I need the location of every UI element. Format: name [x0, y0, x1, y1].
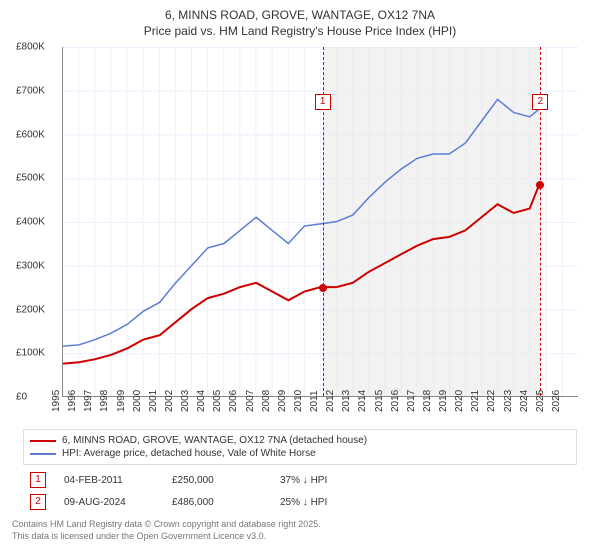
x-tick-label: 2026 [551, 390, 562, 412]
x-tick-label: 2009 [277, 390, 288, 412]
event-flag: 1 [315, 94, 331, 110]
event-price: £250,000 [172, 475, 262, 486]
x-tick-label: 1997 [83, 390, 94, 412]
x-tick-label: 2023 [502, 390, 513, 412]
x-tick-label: 1996 [67, 390, 78, 412]
event-row: 2 09-AUG-2024 £486,000 25% ↓ HPI [30, 491, 570, 513]
legend-box: 6, MINNS ROAD, GROVE, WANTAGE, OX12 7NA … [23, 429, 577, 465]
y-tick-label: £400K [16, 217, 45, 228]
event-flag-cell: 2 [30, 494, 46, 510]
sale-marker [319, 284, 327, 292]
legend-label: 6, MINNS ROAD, GROVE, WANTAGE, OX12 7NA … [62, 435, 367, 446]
x-tick-label: 1998 [99, 390, 110, 412]
legend-label: HPI: Average price, detached house, Vale… [62, 448, 316, 459]
x-tick-label: 2015 [373, 390, 384, 412]
x-tick-label: 1995 [51, 390, 62, 412]
legend-row: 6, MINNS ROAD, GROVE, WANTAGE, OX12 7NA … [30, 434, 570, 447]
x-tick-label: 2024 [519, 390, 530, 412]
title-line-2: Price paid vs. HM Land Registry's House … [12, 24, 588, 40]
footer-text: Contains HM Land Registry data © Crown c… [12, 519, 588, 542]
x-tick-label: 2002 [164, 390, 175, 412]
event-date: 09-AUG-2024 [64, 497, 154, 508]
sale-marker [536, 181, 544, 189]
x-tick-label: 2010 [293, 390, 304, 412]
x-tick-label: 2019 [438, 390, 449, 412]
event-price: £486,000 [172, 497, 262, 508]
plot-area: 12 [62, 47, 578, 397]
footer-line-1: Contains HM Land Registry data © Crown c… [12, 519, 588, 531]
series-price [63, 184, 539, 363]
legend-swatch [30, 440, 56, 442]
y-tick-label: £0 [16, 392, 27, 403]
x-tick-label: 2014 [357, 390, 368, 412]
footer-line-2: This data is licensed under the Open Gov… [12, 531, 588, 543]
figure-root: 6, MINNS ROAD, GROVE, WANTAGE, OX12 7NA … [0, 0, 600, 560]
legend-swatch [30, 453, 56, 455]
x-tick-label: 2012 [325, 390, 336, 412]
event-flag: 2 [532, 94, 548, 110]
x-tick-label: 2021 [470, 390, 481, 412]
event-delta: 37% ↓ HPI [280, 475, 370, 486]
event-flag-cell: 1 [30, 472, 46, 488]
x-tick-label: 2007 [244, 390, 255, 412]
y-tick-label: £700K [16, 85, 45, 96]
x-tick-label: 2005 [212, 390, 223, 412]
x-tick-label: 2017 [406, 390, 417, 412]
x-tick-label: 2016 [390, 390, 401, 412]
title-line-1: 6, MINNS ROAD, GROVE, WANTAGE, OX12 7NA [12, 8, 588, 24]
y-tick-label: £200K [16, 304, 45, 315]
event-row: 1 04-FEB-2011 £250,000 37% ↓ HPI [30, 469, 570, 491]
x-tick-label: 2022 [486, 390, 497, 412]
chart-area: 12 £0£100K£200K£300K£400K£500K£600K£700K… [12, 43, 588, 423]
y-tick-label: £500K [16, 173, 45, 184]
x-tick-label: 2025 [535, 390, 546, 412]
x-tick-label: 2000 [132, 390, 143, 412]
y-tick-label: £600K [16, 129, 45, 140]
event-date: 04-FEB-2011 [64, 475, 154, 486]
event-delta: 25% ↓ HPI [280, 497, 370, 508]
y-tick-label: £100K [16, 348, 45, 359]
x-tick-label: 2008 [261, 390, 272, 412]
y-tick-label: £300K [16, 260, 45, 271]
x-tick-label: 1999 [115, 390, 126, 412]
x-tick-label: 2006 [228, 390, 239, 412]
x-tick-label: 2001 [148, 390, 159, 412]
x-tick-label: 2003 [180, 390, 191, 412]
legend-row: HPI: Average price, detached house, Vale… [30, 447, 570, 460]
event-table: 1 04-FEB-2011 £250,000 37% ↓ HPI 2 09-AUG-202… [30, 469, 570, 513]
y-tick-label: £800K [16, 42, 45, 53]
chart-title: 6, MINNS ROAD, GROVE, WANTAGE, OX12 7NA … [12, 8, 588, 39]
x-tick-label: 2011 [309, 391, 320, 413]
x-tick-label: 2013 [341, 390, 352, 412]
x-tick-label: 2018 [422, 390, 433, 412]
x-tick-label: 2020 [454, 390, 465, 412]
x-tick-label: 2004 [196, 390, 207, 412]
